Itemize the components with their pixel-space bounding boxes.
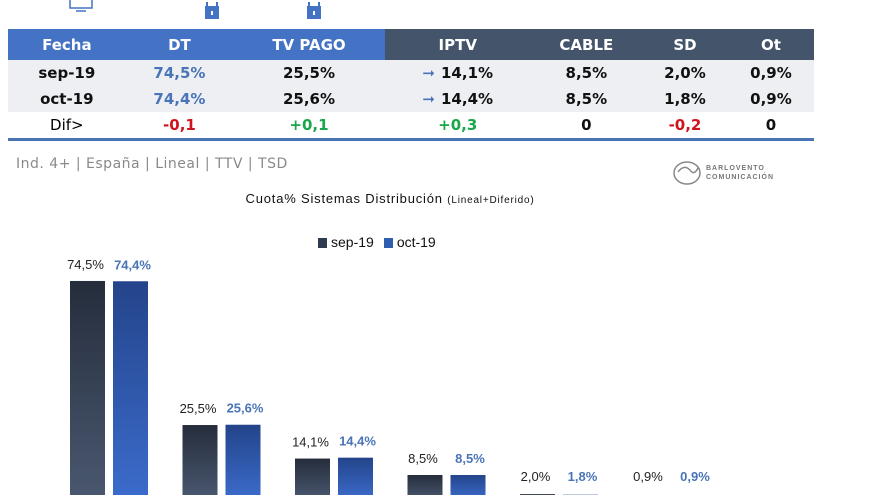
data-label: 8,5% bbox=[455, 451, 485, 466]
cell: 8,5% bbox=[530, 60, 642, 86]
table-row: oct-19 74,4% 25,6% ➞ 14,4% 8,5% 1,8% 0,9% bbox=[8, 86, 814, 112]
data-label: 8,5% bbox=[408, 451, 438, 466]
chart-title-note: (Lineal+Diferido) bbox=[447, 195, 535, 206]
bar-oct-19 bbox=[338, 457, 373, 495]
cell: 74,4% bbox=[125, 86, 234, 112]
cell: 25,6% bbox=[233, 86, 385, 112]
col-fecha: Fecha bbox=[8, 29, 126, 60]
bar-sep-19 bbox=[70, 280, 105, 495]
lock-icon bbox=[205, 2, 219, 19]
legend-label: oct-19 bbox=[396, 234, 436, 250]
data-label: 14,4% bbox=[339, 434, 376, 449]
arrow-right-icon: ➞ bbox=[422, 90, 435, 108]
data-label: 74,5% bbox=[67, 257, 104, 272]
bar-sep-19 bbox=[295, 458, 330, 495]
row-label: Dif> bbox=[8, 112, 126, 141]
data-label: 14,1% bbox=[292, 435, 329, 450]
monitor-icon bbox=[69, 0, 93, 12]
bar-sep-19 bbox=[407, 475, 443, 495]
col-sd: SD bbox=[641, 29, 728, 60]
lock-icon bbox=[307, 2, 321, 19]
cell: ➞ 14,4% bbox=[384, 86, 531, 112]
cell: 1,8% bbox=[641, 86, 728, 112]
chart-title: Cuota% Sistemas Distribución (Lineal+Dif… bbox=[0, 191, 780, 206]
logo-icon bbox=[673, 161, 701, 185]
table-row: sep-19 74,5% 25,5% ➞ 14,1% 8,5% 2,0% 0,9% bbox=[8, 60, 814, 86]
cell: 74,5% bbox=[125, 60, 234, 86]
cell: -0,1 bbox=[125, 112, 234, 141]
cell-value: 14,1% bbox=[441, 64, 494, 82]
cell-value: 14,4% bbox=[441, 90, 494, 108]
chart-title-text: Cuota% Sistemas Distribución bbox=[245, 191, 443, 206]
cell: 25,5% bbox=[233, 60, 385, 86]
col-dt: DT bbox=[125, 29, 234, 60]
cell: 0 bbox=[727, 112, 814, 141]
logo-line1: BARLOVENTO bbox=[706, 165, 765, 172]
row-label: sep-19 bbox=[8, 60, 126, 86]
data-label: 74,4% bbox=[114, 257, 151, 272]
logo-line2: COMUNICACIÓN bbox=[706, 174, 774, 181]
legend-label: sep-19 bbox=[331, 234, 374, 250]
legend-swatch bbox=[318, 238, 327, 248]
table-header: Fecha DT TV PAGO IPTV CABLE SD Ot bbox=[8, 29, 814, 60]
legend: sep-19 oct-19 bbox=[318, 234, 436, 250]
cell: ➞ 14,1% bbox=[384, 60, 531, 86]
col-tv-pago: TV PAGO bbox=[233, 29, 385, 60]
bar-sep-19 bbox=[182, 425, 218, 495]
logo: BARLOVENTO COMUNICACIÓN bbox=[672, 160, 774, 186]
data-label: 0,9% bbox=[633, 469, 663, 484]
data-label: 25,6% bbox=[227, 401, 264, 416]
cell: +0,3 bbox=[384, 112, 531, 141]
table-row-dif: Dif> -0,1 +0,1 +0,3 0 -0,2 0 bbox=[8, 112, 814, 141]
cell: 0,9% bbox=[727, 86, 814, 112]
data-label: 0,9% bbox=[680, 469, 710, 484]
legend-swatch bbox=[383, 238, 393, 248]
bar-oct-19 bbox=[450, 475, 486, 495]
col-ot: Ot bbox=[727, 29, 814, 60]
row-label: oct-19 bbox=[8, 86, 126, 112]
bar-oct-19 bbox=[225, 424, 261, 495]
data-label: 1,8% bbox=[568, 469, 598, 484]
col-cable: CABLE bbox=[530, 29, 642, 60]
cell: 0,9% bbox=[727, 60, 814, 86]
subtitle: Ind. 4+ | España | Lineal | TTV | TSD bbox=[16, 156, 288, 172]
cell: -0,2 bbox=[641, 112, 728, 141]
legend-item-oct: oct-19 bbox=[383, 234, 436, 250]
cell: 2,0% bbox=[641, 60, 728, 86]
arrow-right-icon: ➞ bbox=[422, 64, 435, 82]
bar-oct-19 bbox=[113, 281, 148, 495]
data-label: 25,5% bbox=[180, 401, 217, 416]
cell: 0 bbox=[530, 112, 642, 141]
col-iptv: IPTV bbox=[384, 29, 531, 60]
cell: 8,5% bbox=[530, 86, 642, 112]
distribution-table: Fecha DT TV PAGO IPTV CABLE SD Ot sep-19… bbox=[8, 29, 814, 141]
legend-item-sep: sep-19 bbox=[318, 234, 374, 250]
data-label: 2,0% bbox=[521, 469, 551, 484]
cell: +0,1 bbox=[233, 112, 385, 141]
